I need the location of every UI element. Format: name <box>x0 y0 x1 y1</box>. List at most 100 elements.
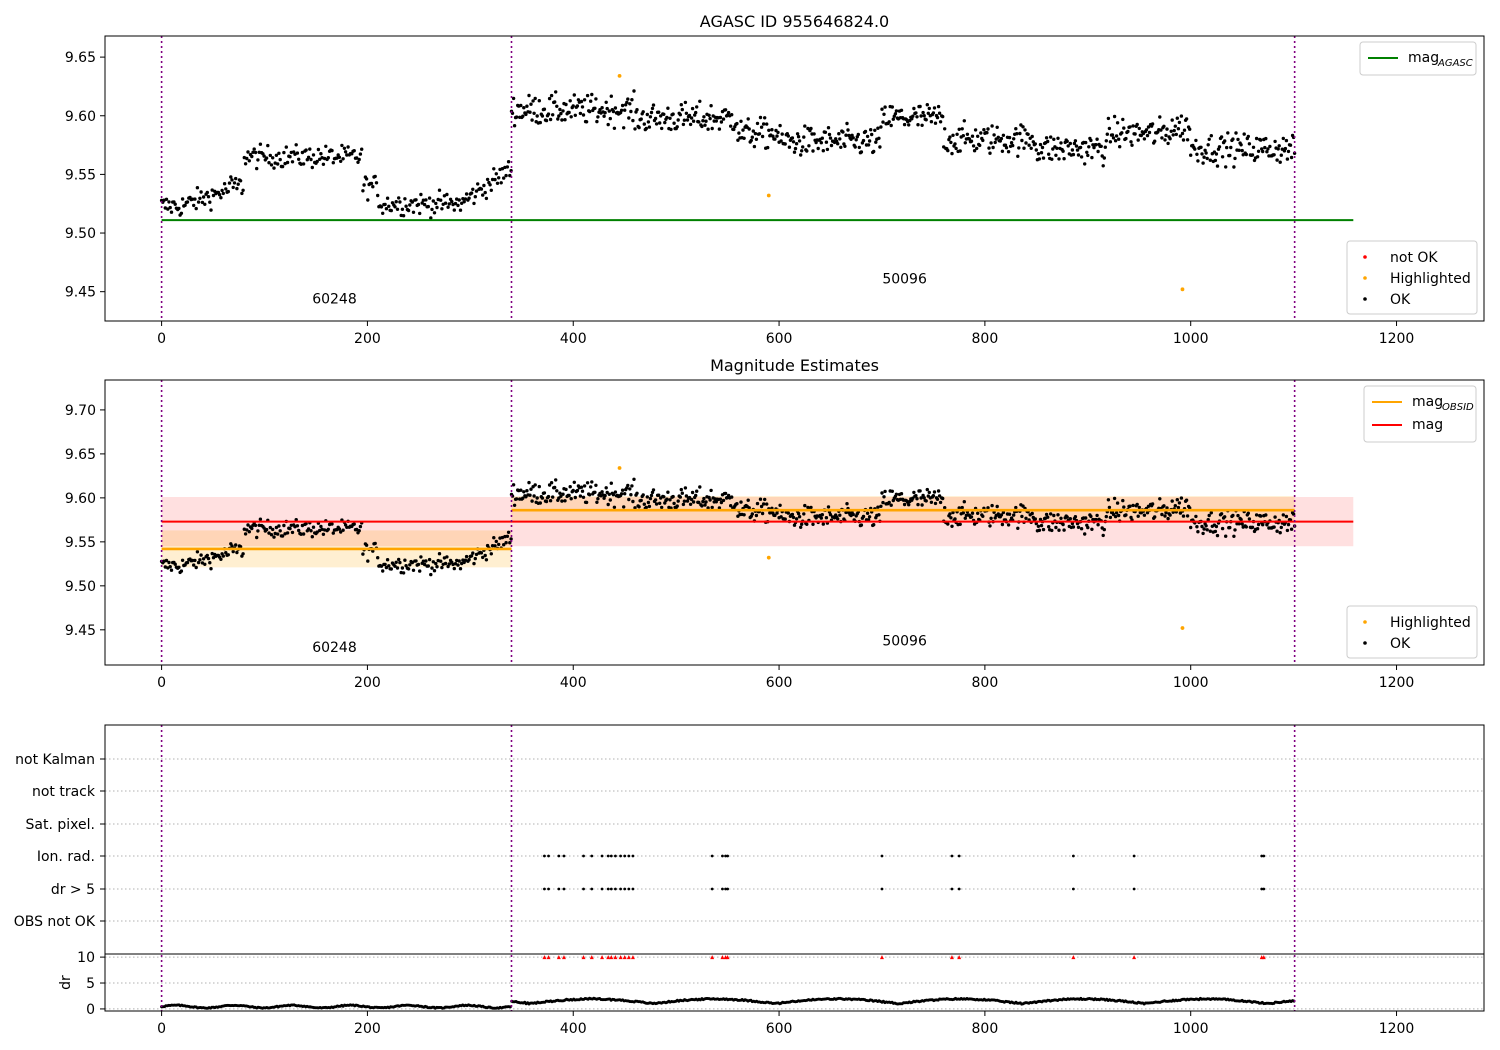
ok-point <box>759 125 764 129</box>
ok-point <box>684 111 689 116</box>
ok-point <box>647 125 652 129</box>
ok-point <box>1168 137 1172 141</box>
ok-point <box>649 110 654 115</box>
x-tick-label: 1000 <box>1173 675 1209 691</box>
ok-point <box>1024 141 1028 145</box>
ok-point <box>276 532 280 536</box>
obsid-label: 50096 <box>882 271 927 287</box>
ok-point <box>1165 127 1169 131</box>
ok-point <box>635 108 639 112</box>
ok-point <box>567 493 571 498</box>
ok-point <box>665 115 669 120</box>
ok-point <box>300 150 305 155</box>
ok-point <box>698 99 702 104</box>
ok-point <box>301 532 306 536</box>
ok-point <box>532 111 536 116</box>
ok-point <box>780 132 784 136</box>
ok-point <box>267 161 271 165</box>
ok-point <box>1030 511 1034 516</box>
ok-point <box>1225 145 1229 150</box>
ok-point <box>246 523 250 527</box>
ok-point <box>609 481 613 485</box>
ok-point <box>703 503 707 507</box>
ok-point <box>1201 531 1205 536</box>
ok-point <box>521 496 525 500</box>
ok-point <box>937 111 942 115</box>
x-tick-label: 1200 <box>1379 331 1415 347</box>
ok-point <box>1068 517 1073 521</box>
ok-point <box>288 526 292 531</box>
ok-point <box>1066 144 1070 148</box>
axes-frame <box>104 379 1485 666</box>
ok-point <box>525 489 529 493</box>
ok-point <box>631 499 635 504</box>
ok-point <box>569 497 573 501</box>
ok-point <box>1054 153 1058 157</box>
ok-point <box>989 516 993 520</box>
ok-point <box>658 121 662 125</box>
ok-point <box>1203 148 1207 152</box>
ok-point <box>879 125 883 129</box>
ok-point <box>1261 149 1265 154</box>
ok-point <box>355 156 359 160</box>
ok-point <box>255 166 259 171</box>
ok-point <box>168 205 172 210</box>
ok-point <box>394 560 398 564</box>
ok-point <box>315 530 319 534</box>
ok-point <box>387 564 391 568</box>
ok-point <box>1054 525 1058 530</box>
panel-1: 60248 50096 0 200 400 600 800 1000 1200 9.45 9.50 9… <box>65 12 1485 347</box>
ok-point <box>688 122 693 127</box>
ok-point <box>397 196 401 200</box>
ok-point <box>837 132 841 136</box>
ok-point <box>783 517 787 521</box>
ok-point <box>411 568 416 572</box>
ok-point <box>1277 144 1281 148</box>
legend-line-sub: OBSID <box>1442 402 1474 413</box>
ok-point <box>671 112 675 116</box>
ok-point <box>522 490 526 494</box>
ok-point <box>1117 513 1121 518</box>
ok-point <box>996 135 1000 139</box>
ok-point <box>1142 513 1147 517</box>
ok-point <box>533 483 537 487</box>
flag-point <box>880 887 884 891</box>
ok-point <box>1136 138 1140 142</box>
ok-point <box>605 106 609 111</box>
chart-title: Magnitude Estimates <box>710 356 879 375</box>
ok-point <box>988 524 992 528</box>
ok-point <box>688 502 693 506</box>
ok-point <box>812 132 816 136</box>
ok-point <box>231 185 235 190</box>
ok-point <box>894 109 899 113</box>
flag-point <box>724 887 727 891</box>
ok-point <box>234 176 238 181</box>
ok-point <box>381 211 385 215</box>
ok-point <box>1177 120 1182 125</box>
ok-point <box>704 119 708 123</box>
ok-point <box>637 505 641 509</box>
ok-point <box>304 521 308 526</box>
ok-point <box>235 550 239 555</box>
ok-point <box>1199 145 1203 149</box>
ok-point <box>759 504 764 509</box>
ok-point <box>627 497 631 502</box>
ok-point <box>241 552 245 556</box>
ok-point <box>458 208 463 212</box>
ok-point <box>551 113 555 117</box>
ok-point <box>579 99 584 104</box>
ok-point <box>1129 515 1133 520</box>
ok-point <box>915 115 919 119</box>
ok-point <box>986 506 990 510</box>
ok-point <box>750 135 754 139</box>
ok-point <box>719 120 724 124</box>
dr-clipped-marker <box>1261 955 1266 960</box>
ok-point <box>1040 145 1045 150</box>
ok-point <box>953 517 957 521</box>
ok-point <box>709 488 713 493</box>
ok-point <box>311 153 316 157</box>
ok-point <box>1006 150 1011 154</box>
x-tick-label: 0 <box>157 675 166 691</box>
axes-frame <box>104 35 1485 322</box>
ok-point <box>914 494 918 498</box>
